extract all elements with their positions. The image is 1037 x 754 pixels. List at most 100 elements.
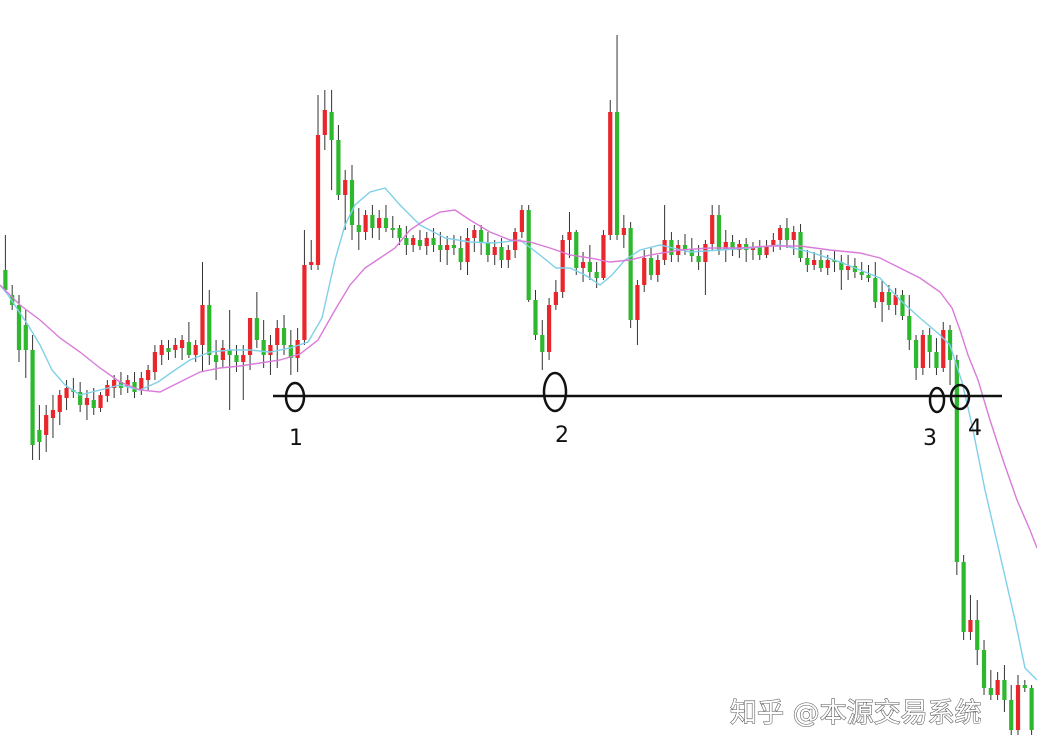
candle	[560, 235, 565, 298]
annotation-layer: 1 2 3 4	[284, 371, 982, 451]
candle-body-down	[213, 355, 219, 362]
candle	[383, 205, 389, 232]
candle	[954, 355, 959, 575]
candle-body-up	[519, 210, 525, 232]
candle	[445, 236, 450, 265]
candle	[594, 262, 599, 288]
candle	[227, 310, 232, 410]
candle-body-down	[10, 295, 15, 305]
candle-body-up	[703, 244, 708, 262]
candle-body-down	[91, 400, 96, 408]
candle	[485, 232, 491, 262]
candle-body-up	[710, 215, 715, 244]
candle-body-up	[159, 345, 164, 355]
candle	[614, 35, 620, 240]
watermark-text: 知乎 @本源交易系统	[730, 698, 982, 729]
candle	[750, 242, 756, 260]
candle	[343, 170, 348, 230]
candle	[78, 382, 83, 412]
candle-body-up	[64, 388, 69, 398]
candle-body-up	[57, 395, 62, 412]
candle-body-up	[601, 235, 606, 278]
candle	[553, 280, 558, 310]
candle	[832, 250, 837, 272]
candle-body-up	[200, 305, 205, 345]
candle-body-down	[254, 318, 259, 340]
candle-body-up	[920, 335, 925, 368]
candle-body-up	[812, 260, 817, 265]
candle	[234, 345, 239, 372]
candle	[57, 390, 62, 425]
candle-body-down	[397, 228, 402, 238]
candle-body-up	[377, 218, 382, 228]
candle-body-down	[757, 247, 762, 255]
candle	[16, 295, 22, 362]
candle	[710, 205, 715, 250]
candle-body-up	[764, 246, 769, 255]
candle	[927, 328, 932, 368]
candle	[424, 232, 429, 255]
candle-body-down	[873, 278, 878, 302]
candle	[941, 322, 946, 372]
candle	[451, 235, 457, 255]
candle-body-down	[696, 256, 701, 262]
candle	[907, 295, 912, 350]
candle	[662, 205, 667, 265]
candle	[499, 238, 504, 268]
candle-body-down	[961, 562, 966, 632]
candle-body-up	[241, 355, 246, 362]
candle	[44, 405, 49, 452]
candle-body-up	[424, 238, 429, 246]
candle-body-up	[941, 330, 946, 368]
candle	[166, 340, 171, 360]
candle-body-down	[981, 650, 987, 688]
candle	[995, 672, 1000, 700]
candle	[91, 388, 96, 415]
candle-body-up	[472, 230, 477, 238]
candle-body-up	[791, 232, 796, 240]
candle	[50, 395, 56, 438]
candle	[757, 240, 762, 260]
candle-body-down	[390, 228, 395, 230]
candle	[873, 262, 878, 308]
candle	[71, 378, 76, 398]
candle-body-up	[825, 260, 830, 268]
candle-body-down	[207, 305, 212, 355]
candle-body-down	[234, 355, 239, 362]
candle-body-down	[540, 335, 545, 352]
candle-body-up	[98, 395, 103, 408]
candle	[988, 670, 993, 700]
candle-body-down	[23, 325, 28, 350]
candle-body-down	[927, 335, 932, 352]
candle	[635, 280, 640, 345]
candle	[512, 228, 518, 258]
candle-body-up	[642, 258, 647, 285]
candle	[309, 240, 314, 270]
candle-body-up	[492, 247, 497, 255]
candle-body-down	[886, 292, 891, 305]
candle-body-down	[716, 215, 722, 250]
candle	[411, 235, 416, 252]
candle	[220, 340, 225, 368]
candle-body-down	[78, 392, 83, 405]
candle	[417, 230, 423, 250]
candle-body-down	[859, 272, 864, 275]
candle	[716, 205, 722, 255]
candle	[567, 212, 572, 258]
candle-body-up	[322, 110, 327, 135]
candle	[628, 222, 633, 328]
candle	[519, 205, 525, 238]
candle	[913, 335, 919, 380]
candle-body-down	[132, 382, 137, 392]
candle-body-up	[411, 238, 416, 245]
candle	[404, 226, 409, 255]
candle-body-down	[818, 260, 824, 268]
candle-body-up	[750, 247, 756, 250]
candle	[526, 205, 531, 302]
candle	[1002, 665, 1007, 712]
candle-body-up	[567, 232, 572, 240]
moving-average-fast	[0, 187, 1037, 681]
candle-body-up	[173, 345, 178, 350]
candle	[812, 252, 817, 270]
